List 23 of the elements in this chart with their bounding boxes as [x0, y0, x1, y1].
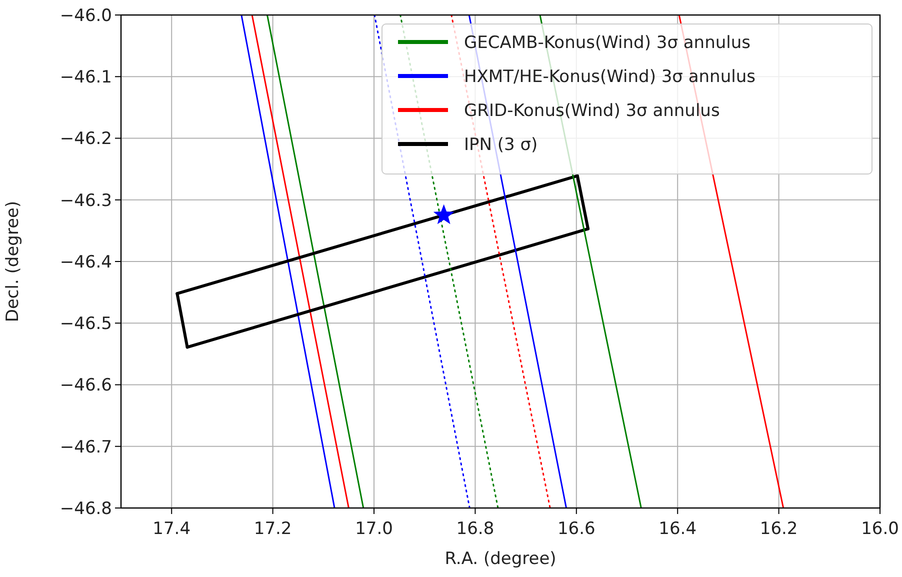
- x-axis-title: R.A. (degree): [444, 549, 556, 569]
- y-tick-label: −46.2: [60, 129, 112, 150]
- x-tick-label: 16.2: [760, 519, 798, 539]
- x-tick-label: 16.0: [861, 519, 899, 539]
- y-tick-label: −46.7: [60, 437, 112, 458]
- legend-label: HXMT/HE-Konus(Wind) 3σ annulus: [464, 66, 756, 87]
- x-tick-label: 17.4: [152, 519, 191, 539]
- y-axis-title: Decl. (degree): [3, 200, 23, 322]
- y-tick-label: −46.3: [60, 190, 112, 211]
- y-tick-label: −46.5: [60, 314, 112, 334]
- y-tick-label: −46.4: [60, 252, 112, 272]
- x-tick-label: 17.2: [254, 519, 292, 539]
- x-tick-label: 16.4: [658, 519, 697, 539]
- legend-label: IPN (3 σ): [464, 134, 538, 155]
- x-tick-label: 16.6: [557, 519, 596, 539]
- x-tick-label: 17.0: [355, 519, 393, 539]
- y-tick-label: −46.1: [60, 68, 112, 88]
- x-tick-label: 16.8: [456, 519, 494, 539]
- legend-label: GRID-Konus(Wind) 3σ annulus: [464, 100, 720, 121]
- y-tick-label: −46.8: [60, 498, 112, 519]
- y-tick-label: −46.6: [60, 376, 112, 396]
- y-tick-label: −46.0: [60, 6, 112, 26]
- legend-label: GECAMB-Konus(Wind) 3σ annulus: [464, 32, 751, 53]
